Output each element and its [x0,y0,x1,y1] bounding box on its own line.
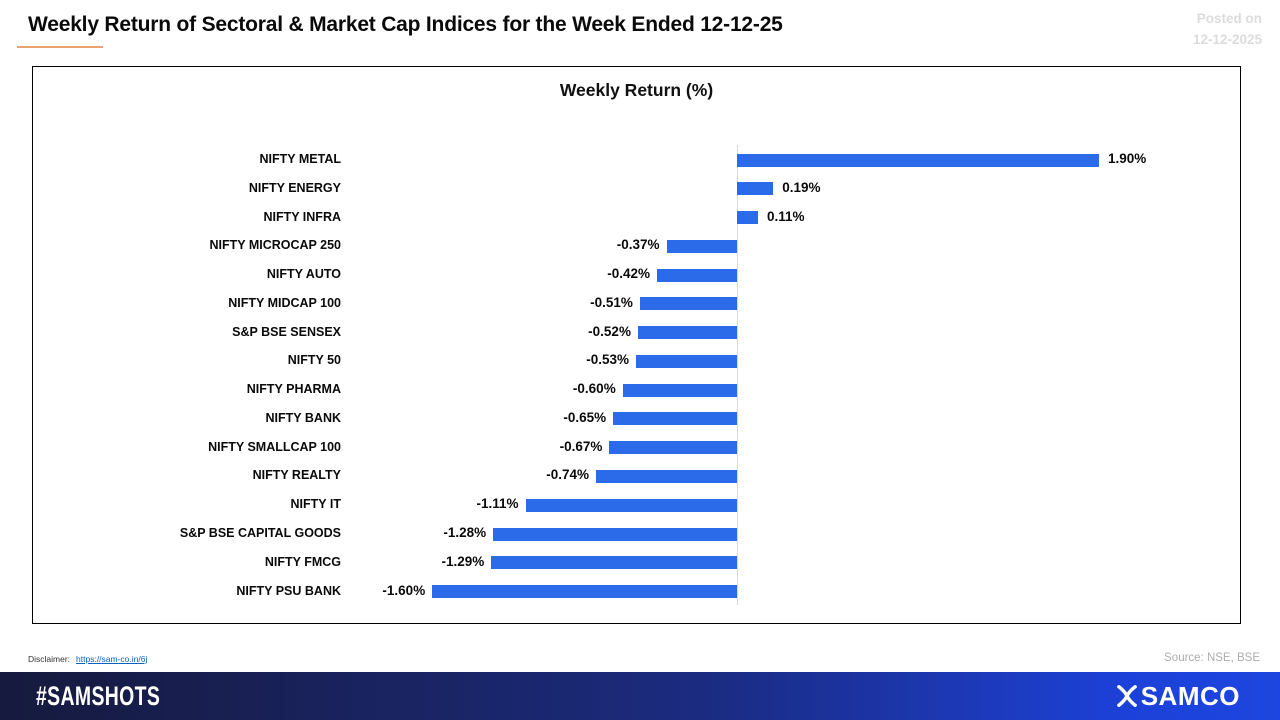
category-label: NIFTY REALTY [252,468,341,483]
posted-on-note: Posted on 12-12-2025 [1193,8,1262,50]
value-label: -0.60% [572,381,616,397]
category-label: NIFTY IT [290,497,341,512]
category-label: NIFTY SMALLCAP 100 [208,439,341,454]
bar [737,211,758,225]
bar [609,441,737,455]
bar [493,527,737,541]
bar [525,498,737,512]
category-label: S&P BSE CAPITAL GOODS [179,526,341,540]
footer-bar: #SAMSHOTS SAMCO [0,672,1280,720]
samco-logo: SAMCO [1114,681,1240,712]
bar [622,383,737,397]
category-label: NIFTY AUTO [266,267,341,282]
category-label: S&P BSE SENSEX [232,324,341,339]
category-label: NIFTY PSU BANK [236,583,341,598]
value-label: 0.11% [766,208,805,224]
bar [637,326,737,340]
bar [491,556,737,570]
value-label: -0.74% [546,467,590,483]
value-label: -0.51% [590,294,633,310]
value-label: 1.90% [1107,151,1147,166]
posted-on-date: 12-12-2025 [1192,32,1262,47]
disclaimer: Disclaimer: https://sam-co.in/6j [28,654,147,664]
category-label: NIFTY METAL [259,152,341,166]
category-label: NIFTY PHARMA [246,382,341,397]
category-label: NIFTY 50 [287,353,341,368]
bar [737,182,774,196]
value-label: -0.42% [607,266,650,282]
samshots-hashtag: #SAMSHOTS [36,680,161,711]
value-label: -0.53% [586,352,630,368]
value-label: -1.28% [443,525,487,540]
category-label: NIFTY BANK [265,410,341,425]
value-label: -1.29% [441,553,485,569]
bar [432,585,737,599]
source-note: Source: NSE, BSE [1164,652,1260,664]
samco-wordmark: SAMCO [1140,680,1240,711]
value-label: -0.65% [563,409,607,425]
disclaimer-link[interactable]: https://sam-co.in/6j [76,654,148,664]
value-label: 0.19% [782,179,821,195]
value-label: -0.67% [559,438,603,454]
category-label: NIFTY ENERGY [248,180,341,195]
bar [639,297,737,311]
page-title: Weekly Return of Sectoral & Market Cap I… [28,13,783,36]
category-label: NIFTY INFRA [263,209,341,224]
value-label: -0.37% [616,237,660,253]
plot-area: NIFTY METAL 1.90% NIFTY ENERGY 0.19% NIFTY I… [33,67,1240,623]
value-label: -1.60% [382,582,426,598]
bar [656,268,737,282]
value-label: -0.52% [588,323,631,339]
bar [636,354,737,368]
title-accent-underline [17,46,103,48]
chart-title: Weekly Return (%) [559,80,714,100]
bar [666,239,737,253]
posted-on-label: Posted on [1196,11,1262,26]
bar [613,412,737,426]
disclaimer-label: Disclaimer: [28,654,71,664]
samco-mark-icon [1114,683,1140,709]
chart-container: Weekly Return (%) NIFTY METAL 1.90% NIFTY … [32,66,1241,624]
bar [737,153,1099,167]
category-label: NIFTY MICROCAP 250 [209,238,341,253]
category-label: NIFTY FMCG [264,554,341,569]
zero-axis-line [737,145,738,605]
category-label: NIFTY MIDCAP 100 [228,295,341,310]
bar [596,469,737,483]
value-label: -1.11% [476,496,519,512]
